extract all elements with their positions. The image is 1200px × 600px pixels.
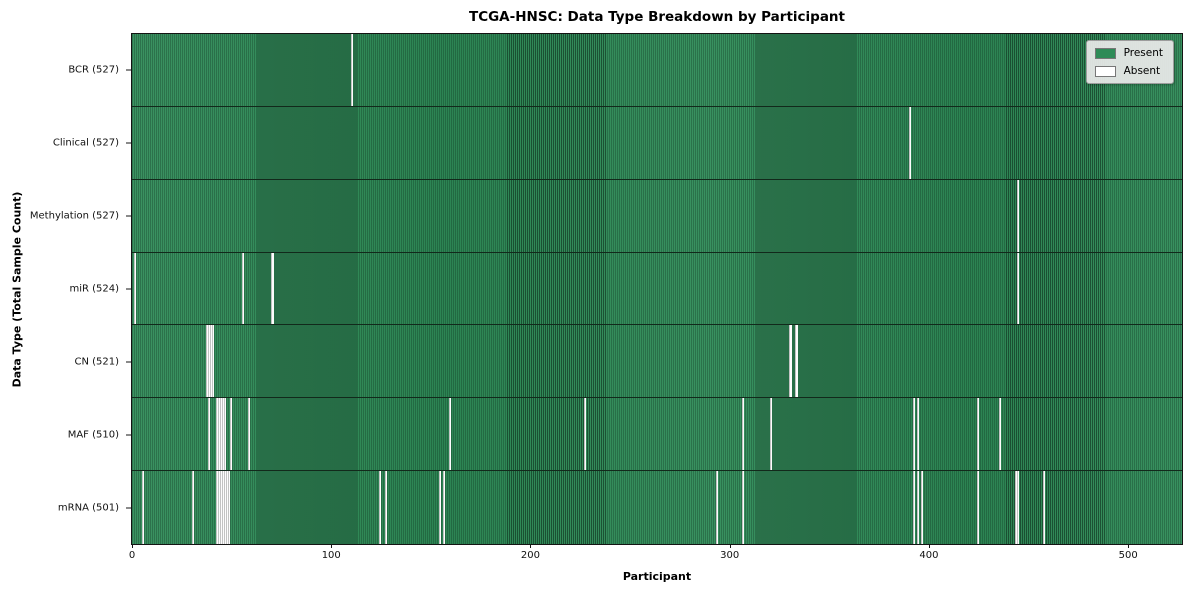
heatmap-row-mrna (132, 471, 1182, 544)
absent-stripe (769, 398, 772, 471)
x-tick-label: 200 (520, 550, 541, 561)
x-tick (331, 544, 333, 548)
x-tick (530, 544, 532, 548)
absent-stripe (223, 398, 226, 471)
absent-stripe (227, 471, 230, 544)
row-label-mir: miR (524) (69, 283, 119, 295)
absent-stripe (917, 398, 920, 471)
legend-entry-present: Present (1094, 47, 1163, 59)
heatmap-row-clinical (132, 106, 1182, 180)
heatmap-row-methylation (132, 179, 1182, 253)
absent-stripe (976, 471, 979, 544)
absent-stripe (205, 325, 208, 398)
absent-stripe (741, 471, 744, 544)
absent-stripe (442, 471, 445, 544)
absent-stripe (913, 398, 916, 471)
legend-entry-absent: Absent (1094, 65, 1163, 77)
row-label-bcr: BCR (527) (68, 64, 119, 76)
absent-stripe (584, 398, 587, 471)
y-axis-labels: BCR (527) Clinical (527) Methylation (527)… (0, 33, 128, 545)
x-tick (928, 544, 930, 548)
absent-stripe (448, 398, 451, 471)
absent-stripe (998, 398, 1001, 471)
row-label-mrna: mRNA (501) (57, 502, 119, 514)
absent-swatch-icon (1094, 65, 1116, 77)
row-label-clinical: Clinical (527) (52, 137, 119, 149)
absent-stripe (438, 471, 441, 544)
absent-stripe (217, 471, 220, 544)
absent-stripe (215, 398, 218, 471)
x-tick-label: 300 (720, 550, 740, 561)
y-tick (126, 434, 131, 436)
absent-stripe (217, 398, 220, 471)
absent-stripe (225, 471, 228, 544)
absent-stripe (241, 252, 244, 325)
heatmap-row-bcr (132, 34, 1182, 107)
absent-stripe (247, 398, 250, 471)
y-tick (126, 142, 131, 144)
y-tick (126, 361, 131, 363)
absent-stripe (223, 471, 226, 544)
absent-stripe (1016, 252, 1019, 325)
absent-stripe (1014, 471, 1017, 544)
absent-stripe (219, 398, 222, 471)
absent-stripe (191, 471, 194, 544)
absent-stripe (379, 471, 382, 544)
absent-stripe (209, 325, 212, 398)
absent-stripe (207, 325, 210, 398)
absent-stripe (219, 471, 222, 544)
chart-title: TCGA-HNSC: Data Type Breakdown by Partic… (468, 9, 845, 25)
y-tick (126, 69, 131, 71)
x-tick (132, 544, 133, 548)
absent-stripe (920, 471, 924, 544)
x-tick (1128, 544, 1130, 548)
absent-stripe (385, 471, 388, 544)
x-tick-label: 500 (1118, 550, 1138, 561)
absent-stripe (1016, 471, 1019, 544)
absent-stripe (917, 471, 920, 544)
absent-stripe (133, 252, 137, 325)
legend-label-present: Present (1123, 47, 1163, 59)
legend-label-absent: Absent (1123, 65, 1161, 77)
absent-stripe (211, 325, 214, 398)
heatmap-row-mir (132, 252, 1182, 326)
absent-stripe (909, 106, 912, 179)
absent-stripe (141, 471, 145, 544)
absent-stripe (1042, 471, 1045, 544)
x-axis-title: Participant (622, 570, 692, 583)
absent-stripe (207, 398, 210, 471)
absent-stripe (913, 471, 916, 544)
y-tick (126, 288, 131, 290)
absent-stripe (271, 252, 274, 325)
absent-stripe (1016, 179, 1019, 252)
y-tick (126, 215, 131, 217)
present-swatch-icon (1094, 47, 1116, 59)
absent-stripe (789, 325, 792, 398)
absent-stripe (351, 34, 354, 106)
y-tick (126, 507, 131, 509)
legend: Present Absent (1085, 40, 1174, 84)
absent-stripe (221, 398, 224, 471)
row-label-methylation: Methylation (527) (29, 210, 119, 222)
x-tick-label: 400 (919, 550, 939, 561)
heatmap-row-cn (132, 325, 1182, 399)
absent-stripe (741, 398, 744, 471)
absent-stripe (215, 471, 218, 544)
absent-stripe (795, 325, 798, 398)
heatmap-row-maf (132, 398, 1182, 472)
absent-stripe (715, 471, 718, 544)
absent-stripe (229, 398, 232, 471)
row-label-cn: CN (521) (74, 356, 119, 368)
x-tick-label: 0 (128, 550, 136, 561)
x-tick-label: 100 (321, 550, 341, 561)
plot-area: Present Absent 0 100 200 300 400 500 (126, 33, 1183, 561)
absent-stripe (221, 471, 224, 544)
absent-stripe (976, 398, 979, 471)
x-tick (729, 544, 731, 548)
row-label-maf: MAF (510) (67, 429, 119, 441)
